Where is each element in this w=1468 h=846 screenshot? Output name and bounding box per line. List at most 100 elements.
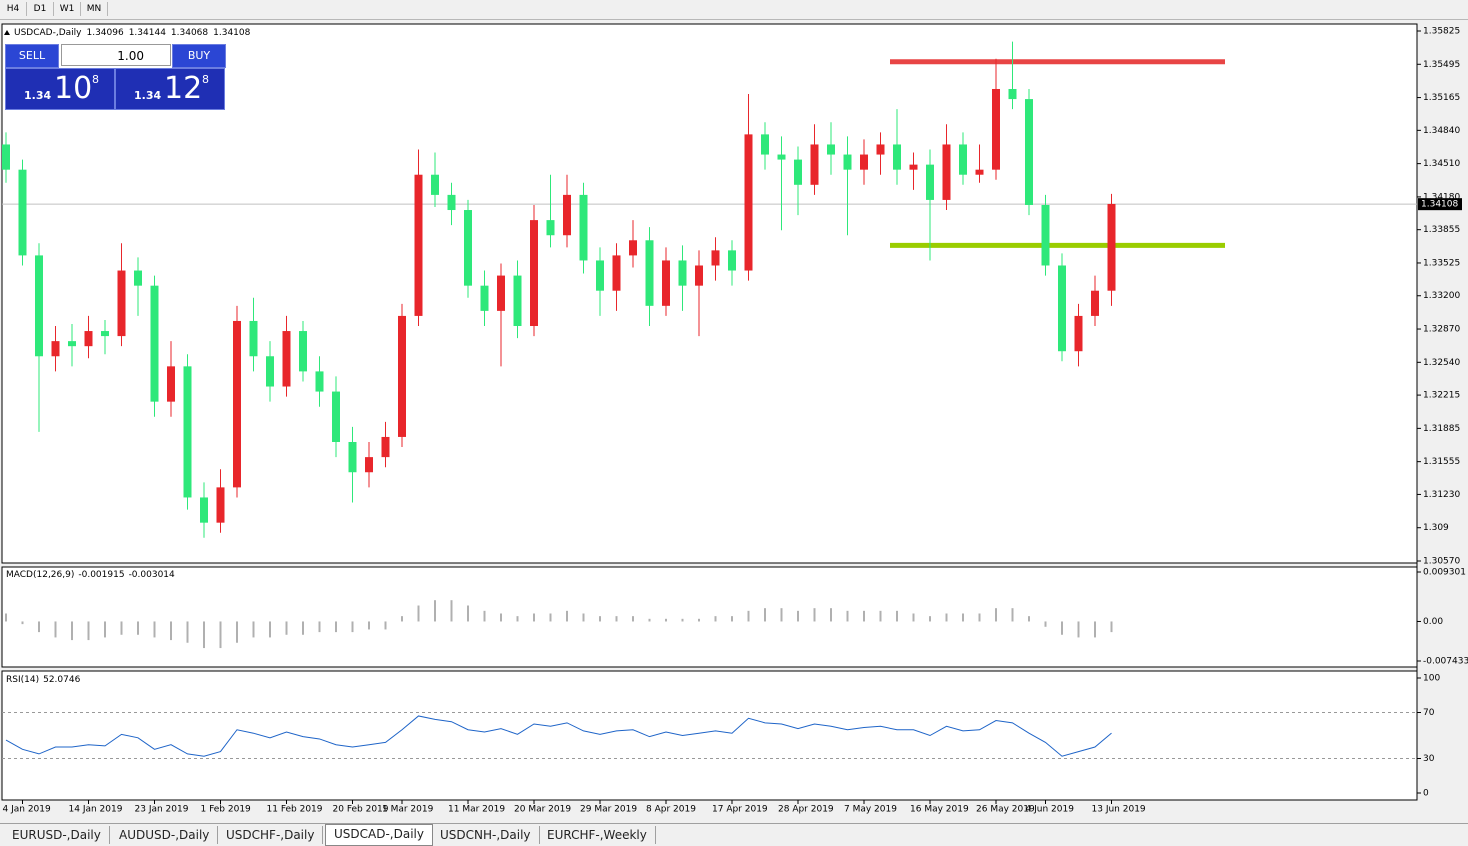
timeframe-button[interactable]: MN (81, 2, 108, 16)
y-tick-label: 1.32540 (1423, 358, 1460, 368)
timeframe-button[interactable]: H4 (0, 2, 27, 16)
candle-body (992, 88, 1000, 170)
macd-bar (384, 621, 387, 630)
y-tick-label: -0.007433 (1423, 657, 1468, 667)
ask-price[interactable]: 1.34 12 8 (115, 68, 225, 110)
x-tick-label: 7 May 2019 (844, 805, 897, 815)
chart-title: USDCAD-,Daily 1.34096 1.34144 1.34068 1.3410… (14, 28, 251, 38)
macd-bar (1110, 621, 1113, 633)
macd-bar (170, 621, 172, 641)
sell-button[interactable]: SELL (5, 44, 59, 68)
candle-body (497, 275, 505, 311)
y-tick-label: 70 (1423, 708, 1435, 718)
macd-bar (879, 610, 882, 622)
candle-body (381, 436, 390, 458)
x-tick-label: 1 Feb 2019 (201, 805, 252, 815)
macd-bar (401, 616, 403, 622)
symbol-tab[interactable]: AUDUSD-,Daily (111, 826, 219, 844)
chart-title-text: USDCAD-,Daily (14, 28, 82, 38)
candle-body (51, 341, 60, 357)
macd-bar (351, 621, 354, 633)
candle-body (266, 356, 274, 387)
symbol-tab[interactable]: EURCHF-,Weekly (539, 826, 656, 844)
candle-body (695, 265, 703, 286)
candle-body (1074, 315, 1083, 352)
x-tick-label: 28 Apr 2019 (778, 805, 834, 815)
timeframe-button[interactable]: W1 (54, 2, 81, 16)
macd-bar (582, 613, 585, 622)
candle-body (2, 144, 10, 170)
x-tick-label: 17 Apr 2019 (712, 805, 768, 815)
x-tick-label: 11 Feb 2019 (267, 805, 323, 815)
macd-bar (599, 616, 601, 622)
candle-body (744, 134, 753, 271)
macd-bar (219, 621, 222, 649)
macd-bar (335, 621, 337, 633)
macd-bar (665, 618, 667, 622)
macd-bar (120, 621, 123, 635)
y-tick-label: 0.00 (1423, 617, 1443, 627)
candle-body (35, 255, 43, 357)
title-marker (4, 30, 10, 35)
macd-bar (285, 621, 288, 635)
candle-body (282, 331, 291, 387)
x-tick-label: 1 Mar 2019 (382, 805, 434, 815)
candle-body (711, 250, 720, 266)
rsi-line (5, 715, 1112, 757)
timeframe-button[interactable]: D1 (27, 2, 54, 16)
price-pips: 10 (54, 71, 93, 106)
y-tick-label: 1.35825 (1423, 27, 1460, 37)
macd-bar (731, 616, 733, 622)
indicator-title: MACD(12,26,9) -0.001915 -0.003014 (6, 570, 175, 580)
y-tick-label: 1.33525 (1423, 258, 1460, 268)
macd-bar (846, 610, 849, 622)
macd-bar (714, 616, 717, 622)
y-tick-label: 1.33200 (1423, 291, 1460, 301)
candle-body (843, 154, 852, 170)
y-tick-label: 1.31555 (1423, 457, 1460, 467)
candle-body (975, 169, 984, 175)
x-tick-label: 29 Mar 2019 (580, 805, 637, 815)
macd-bar (38, 621, 40, 633)
timeframe-bar: H4 D1 W1 MN (0, 0, 1468, 20)
bid-price[interactable]: 1.34 10 8 (5, 68, 115, 110)
current-price-label: 1.34108 (1421, 200, 1458, 210)
x-tick-label: 13 Jun 2019 (1092, 805, 1146, 815)
macd-bar (681, 618, 684, 622)
candle-body (365, 457, 373, 473)
macd-bar (203, 621, 205, 649)
candle-body (249, 320, 258, 357)
macd-bar (302, 621, 304, 635)
candle-body (563, 194, 571, 236)
macd-bar (764, 608, 766, 622)
current-price-box (1418, 198, 1462, 211)
candle-body (480, 285, 489, 311)
volume-input[interactable]: 1.00 (61, 44, 171, 66)
candle-body (827, 144, 835, 155)
symbol-tab[interactable]: USDCNH-,Daily (432, 826, 540, 844)
ohlc-readout: 1.34108 (213, 28, 250, 38)
symbol-tab[interactable]: USDCAD-,Daily (325, 824, 433, 846)
candle-body (728, 250, 736, 271)
candle-body (68, 341, 76, 347)
candle-body (1091, 290, 1099, 316)
candle-body (84, 331, 93, 347)
macd-bar (137, 621, 139, 635)
macd-bar (54, 621, 57, 638)
candle-body (447, 194, 456, 211)
symbol-tabs: EURUSD-,Daily AUDUSD-,Daily USDCHF-,Daily U… (0, 823, 1468, 846)
candle-body (233, 320, 241, 488)
buy-button[interactable]: BUY (172, 44, 226, 68)
x-tick-label: 20 Feb 2019 (333, 805, 389, 815)
symbol-tab[interactable]: EURUSD-,Daily (4, 826, 110, 844)
symbol-tab[interactable]: USDCHF-,Daily (218, 826, 324, 844)
candle-body (398, 315, 406, 437)
macd-bar (5, 613, 7, 622)
candle-body (810, 144, 819, 185)
candle-body (645, 240, 654, 306)
x-tick-label: 23 Jan 2019 (135, 805, 189, 815)
macd-bar (1044, 621, 1047, 627)
macd-bar (945, 613, 948, 622)
candle-body (513, 275, 522, 327)
ohlc-readout: 1.34144 (129, 28, 166, 38)
